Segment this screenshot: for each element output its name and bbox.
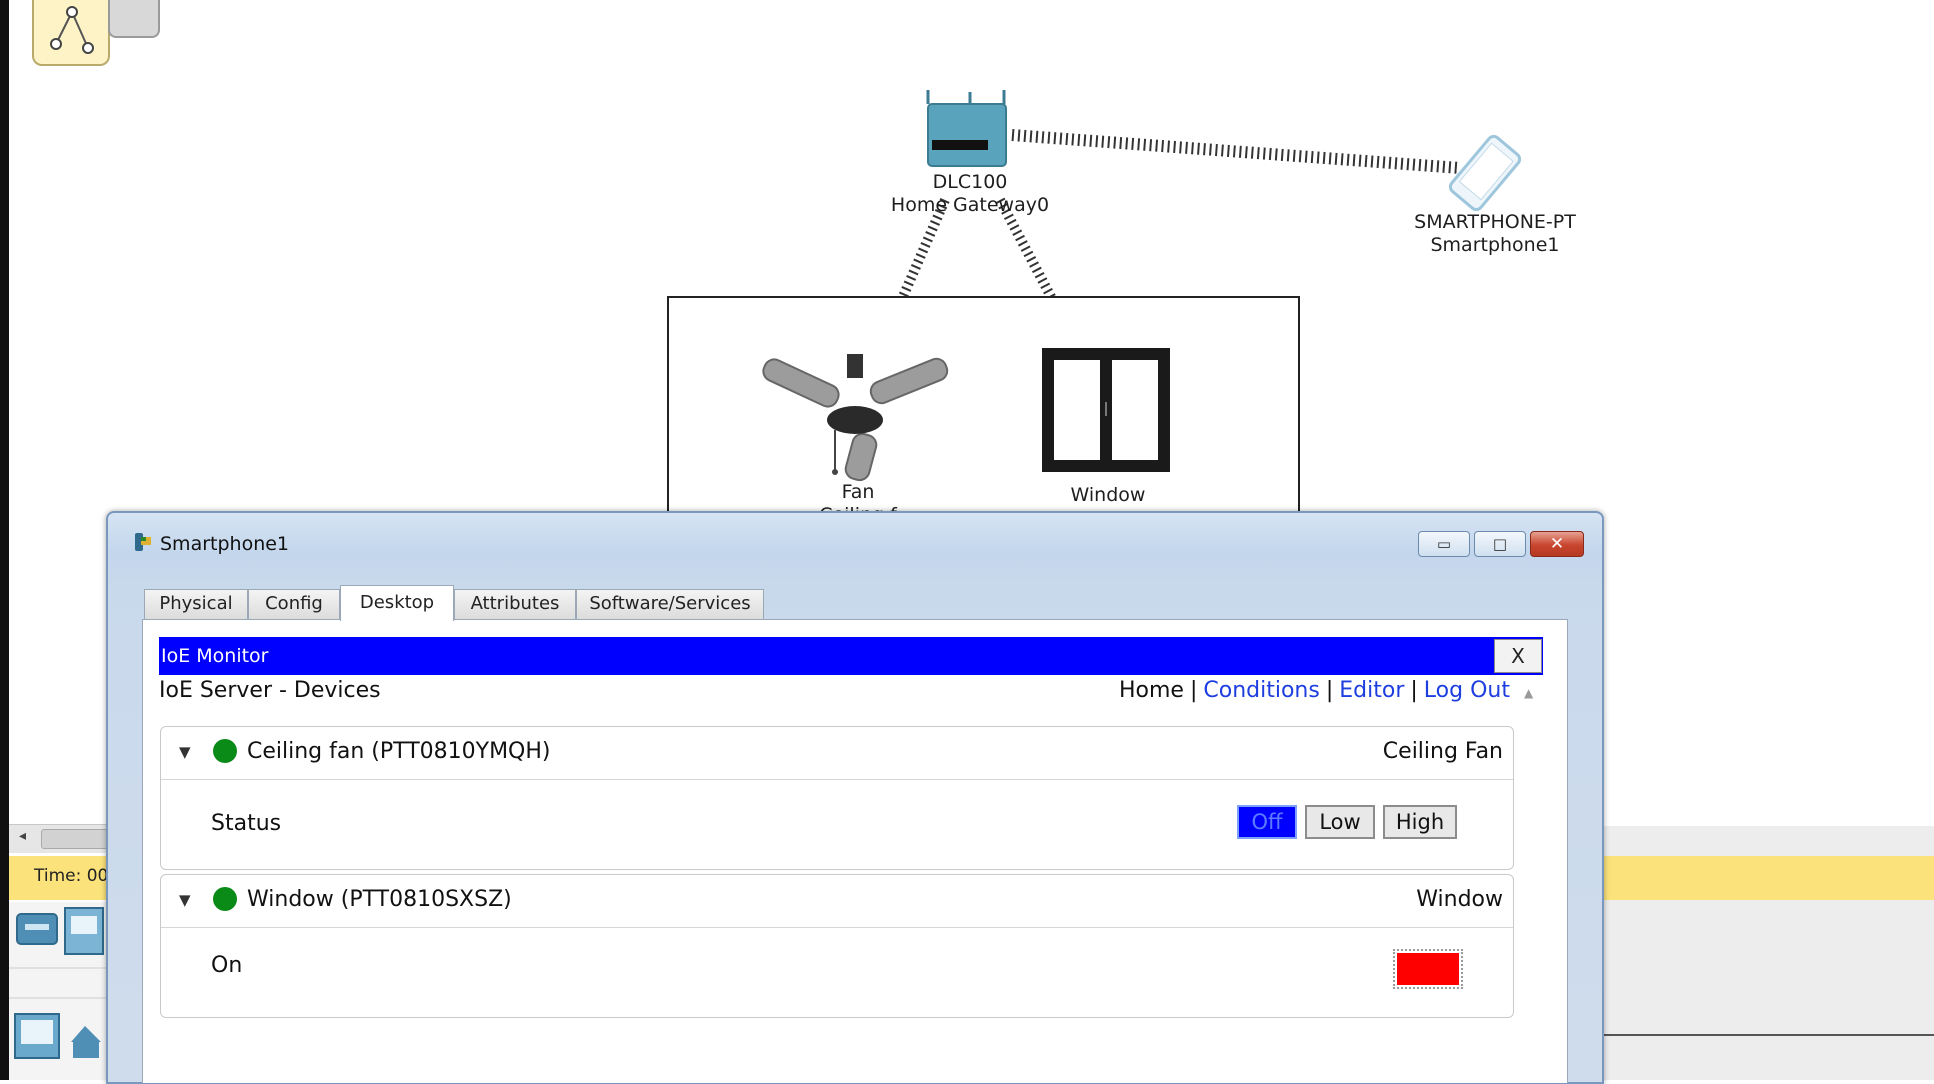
- device-header[interactable]: ▼ Window (PTT0810SXSZ) Window: [161, 875, 1513, 928]
- tab-config[interactable]: Config: [248, 589, 340, 619]
- window-title: Smartphone1: [160, 533, 290, 555]
- tab-software-services[interactable]: Software/Services: [576, 589, 764, 619]
- workspace-scrollbar[interactable]: ◂: [9, 824, 115, 853]
- device-type: Ceiling Fan: [1382, 739, 1503, 764]
- smartphone-name: Smartphone1: [1430, 234, 1560, 256]
- ioe-close-button[interactable]: X: [1494, 639, 1542, 673]
- collapse-caret-icon[interactable]: ▼: [179, 891, 191, 909]
- tab-physical[interactable]: Physical: [144, 589, 248, 619]
- smartphone-icon[interactable]: [1440, 130, 1530, 216]
- nav-separator: |: [1410, 678, 1418, 703]
- realtime-bar-right: [1600, 856, 1934, 900]
- window-icon[interactable]: [1040, 346, 1174, 474]
- scroll-left-icon[interactable]: ◂: [19, 828, 27, 844]
- home-devices-category-icon: [71, 1026, 101, 1058]
- window-name: Window: [1070, 484, 1146, 506]
- device-name: Window (PTT0810SXSZ): [247, 887, 512, 912]
- nav-editor-link[interactable]: Editor: [1339, 678, 1405, 703]
- status-dot-icon: [213, 887, 237, 911]
- divider: [1600, 1034, 1934, 1036]
- smartphone-label: SMARTPHONE-PT Smartphone1: [1380, 211, 1610, 257]
- end-devices-category-icon: [14, 1013, 60, 1059]
- gateway-model: DLC100: [932, 171, 1008, 193]
- server-title: IoE Server - Devices: [159, 678, 381, 703]
- property-label: Status: [211, 811, 282, 836]
- property-label: On: [211, 953, 243, 978]
- ioe-monitor-title: IoE Monitor: [161, 645, 269, 667]
- device-name: Ceiling fan (PTT0810YMQH): [247, 739, 551, 764]
- toolbar-button[interactable]: [108, 0, 160, 38]
- ceiling-fan-icon[interactable]: [755, 350, 955, 490]
- minimize-button[interactable]: ▭: [1418, 531, 1470, 557]
- nav-separator: |: [1325, 678, 1334, 703]
- nav-separator: |: [1189, 678, 1198, 703]
- scrollbar-thumb[interactable]: [41, 829, 115, 849]
- fan-low-button[interactable]: Low: [1305, 805, 1375, 839]
- app-icon: [135, 533, 151, 551]
- smartphone-model: SMARTPHONE-PT: [1414, 211, 1576, 233]
- maximize-button[interactable]: □: [1474, 531, 1526, 557]
- ioe-nav: Home | Conditions | Editor | Log Out: [1119, 678, 1510, 703]
- window-on-toggle[interactable]: [1393, 949, 1463, 989]
- routers-category-icon: [16, 913, 58, 945]
- collapse-caret-icon[interactable]: ▼: [179, 743, 191, 761]
- screen-edge: [0, 0, 9, 1080]
- realtime-bar: [9, 856, 109, 900]
- home-cluster-area[interactable]: [667, 296, 1300, 520]
- fan-name: Fan: [841, 481, 875, 503]
- device-card-ceiling-fan: ▼ Ceiling fan (PTT0810YMQH) Ceiling Fan …: [160, 726, 1514, 870]
- device-type: Window: [1416, 887, 1503, 912]
- ioe-monitor-titlebar: IoE Monitor: [159, 637, 1543, 675]
- cluster-icon-button[interactable]: [32, 0, 110, 66]
- cluster-icon: [50, 6, 94, 54]
- close-window-button[interactable]: ✕: [1530, 531, 1584, 557]
- fan-high-button[interactable]: High: [1383, 805, 1457, 839]
- minimize-icon: ▭: [1436, 535, 1452, 553]
- nav-logout-link[interactable]: Log Out: [1423, 678, 1510, 703]
- toggle-indicator: [1397, 953, 1459, 985]
- status-dot-icon: [213, 739, 237, 763]
- tab-desktop[interactable]: Desktop: [340, 585, 454, 621]
- tab-attributes[interactable]: Attributes: [454, 589, 576, 619]
- close-icon: ✕: [1549, 534, 1565, 554]
- gateway-name: Home Gateway0: [890, 194, 1050, 216]
- fan-off-button[interactable]: Off: [1237, 805, 1297, 839]
- switches-category-icon: [64, 907, 104, 955]
- gateway-label: DLC100 Home Gateway0: [870, 171, 1070, 217]
- home-gateway-icon[interactable]: [920, 90, 1014, 172]
- device-palette: [9, 902, 109, 1080]
- time-label: Time: 00: [34, 866, 109, 886]
- device-header[interactable]: ▼ Ceiling fan (PTT0810YMQH) Ceiling Fan: [161, 727, 1513, 780]
- nav-conditions-link[interactable]: Conditions: [1203, 678, 1320, 703]
- maximize-icon: □: [1492, 535, 1508, 553]
- device-category-icons: [9, 907, 109, 1059]
- nav-home[interactable]: Home: [1119, 678, 1184, 703]
- scroll-up-icon[interactable]: ▲: [1524, 686, 1534, 700]
- device-card-window: ▼ Window (PTT0810SXSZ) Window On: [160, 874, 1514, 1018]
